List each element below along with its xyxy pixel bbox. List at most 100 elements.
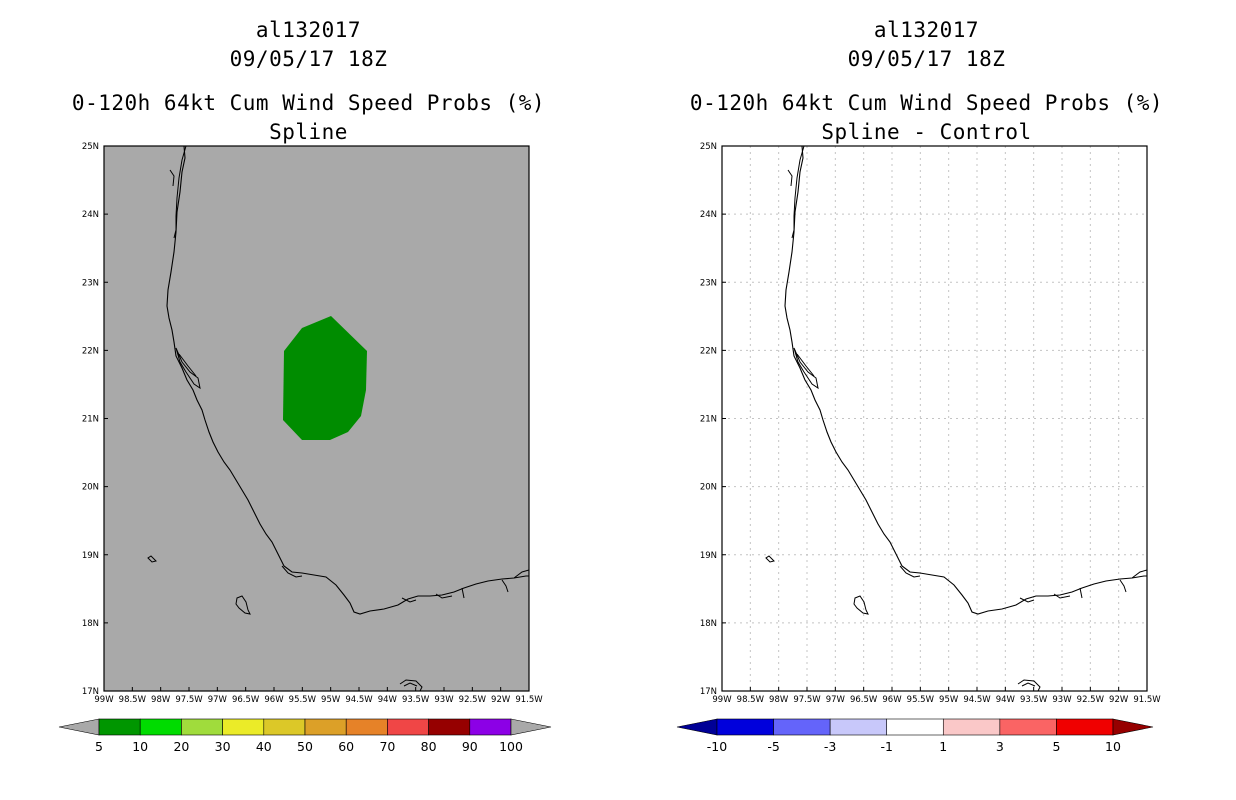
lon-label: 96W — [882, 695, 902, 705]
colorbar-swatch — [942, 718, 1001, 736]
colorbar-swatch — [999, 718, 1057, 736]
right-title-block: al132017 09/05/17 18Z — [724, 16, 1129, 74]
lat-label: 20N — [700, 483, 717, 493]
colorbar-swatch — [1056, 718, 1114, 736]
colorbar-left-arrow — [676, 718, 718, 736]
lon-label: 94W — [996, 695, 1016, 705]
right-lat-labels: 25N 24N 23N 22N 21N 20N 19N 18N 17N — [700, 142, 717, 697]
right-axis-ticks — [721, 145, 1148, 692]
right-product-block: 0-120h 64kt Cum Wind Speed Probs (%) Spl… — [674, 89, 1179, 147]
lon-label: 93W — [1052, 695, 1072, 705]
lon-label: 94.5W — [345, 695, 373, 705]
lat-label: 21N — [82, 415, 99, 425]
lon-label: 98.5W — [737, 695, 765, 705]
right-datetime: 09/05/17 18Z — [847, 47, 1006, 71]
colorbar-swatch — [345, 718, 388, 736]
lat-label: 24N — [700, 210, 717, 220]
colorbar-tick-label: 3 — [996, 739, 1004, 754]
colorbar-swatch — [716, 718, 774, 736]
colorbar-tick-label: 5 — [1052, 739, 1060, 754]
lon-label: 93.5W — [1020, 695, 1048, 705]
lon-label: 96W — [264, 695, 284, 705]
lon-label: 99W — [94, 695, 114, 705]
colorbar-right-arrow — [510, 718, 552, 736]
colorbar-tick-label: 1 — [939, 739, 947, 754]
lon-label: 93W — [434, 695, 454, 705]
lon-label: 91.5W — [515, 695, 543, 705]
colorbar-swatch — [181, 718, 223, 736]
lon-label: 95W — [321, 695, 341, 705]
lon-label: 92.5W — [459, 695, 487, 705]
colorbar-tick-label: 100 — [499, 739, 523, 754]
lon-label: 91.5W — [1133, 695, 1161, 705]
lat-label: 21N — [700, 415, 717, 425]
lat-label: 17N — [700, 687, 717, 697]
left-datetime: 09/05/17 18Z — [229, 47, 388, 71]
lat-label: 22N — [82, 346, 99, 356]
colorbar-tick-label: 10 — [132, 739, 148, 754]
colorbar-tick-label: 90 — [462, 739, 478, 754]
colorbar-tick-label: 10 — [1105, 739, 1121, 754]
right-subtitle: Spline - Control — [821, 120, 1032, 144]
lon-label: 97W — [826, 695, 846, 705]
colorbar-swatch — [222, 718, 265, 736]
left-lon-labels: 99W 98.5W 98W 97.5W 97W 96.5W 96W 95.5W 95W 94.5W… — [94, 695, 543, 705]
colorbar-tick-label: -10 — [707, 739, 727, 754]
left-product-title: 0-120h 64kt Cum Wind Speed Probs (%) — [71, 91, 546, 115]
lat-label: 19N — [82, 551, 99, 561]
colorbar-swatch — [886, 718, 944, 736]
colorbar-swatch — [773, 718, 831, 736]
colorbar-tick-label: 70 — [379, 739, 395, 754]
lon-label: 94.5W — [963, 695, 991, 705]
lon-label: 96.5W — [850, 695, 878, 705]
colorbar-tick-label: -3 — [824, 739, 836, 754]
lon-label: 92W — [491, 695, 511, 705]
colorbar-swatch — [387, 718, 429, 736]
lon-label: 92W — [1109, 695, 1129, 705]
lon-label: 96.5W — [232, 695, 260, 705]
colorbar-swatch — [829, 718, 888, 736]
colorbar-tick-label: 5 — [95, 739, 103, 754]
left-subtitle: Spline — [269, 120, 348, 144]
colorbar-tick-label: 80 — [421, 739, 437, 754]
probability-contour-5-10 — [283, 316, 367, 440]
right-gridlines — [722, 146, 1147, 691]
lat-label: 24N — [82, 210, 99, 220]
left-colorbar: 5 10 20 30 40 50 60 70 80 90 100 — [58, 718, 552, 754]
lat-label: 23N — [82, 278, 99, 288]
lat-label: 20N — [82, 483, 99, 493]
left-storm-id: al132017 — [255, 18, 362, 42]
colorbar-swatch — [304, 718, 347, 736]
lon-label: 92.5W — [1077, 695, 1105, 705]
colorbar-tick-label: -1 — [880, 739, 892, 754]
lat-label: 23N — [700, 278, 717, 288]
left-product-block: 0-120h 64kt Cum Wind Speed Probs (%) Spl… — [56, 89, 561, 147]
colorbar-right-arrow — [1112, 718, 1154, 736]
lon-label: 97.5W — [793, 695, 821, 705]
right-colorbar: -10 -5 -3 -1 1 3 5 10 — [676, 718, 1154, 754]
lat-label: 17N — [82, 687, 99, 697]
lon-label: 98W — [769, 695, 789, 705]
lon-label: 95W — [939, 695, 959, 705]
colorbar-tick-label: -5 — [767, 739, 779, 754]
lat-label: 19N — [700, 551, 717, 561]
colorbar-tick-label: 30 — [215, 739, 231, 754]
colorbar-swatch — [139, 718, 182, 736]
right-storm-id: al132017 — [873, 18, 980, 42]
lat-label: 18N — [82, 619, 99, 629]
lon-label: 95.5W — [289, 695, 317, 705]
lon-label: 97.5W — [175, 695, 203, 705]
lon-label: 98.5W — [119, 695, 147, 705]
colorbar-swatch — [428, 718, 471, 736]
colorbar-tick-label: 40 — [256, 739, 272, 754]
lon-label: 98W — [151, 695, 171, 705]
lat-label: 18N — [700, 619, 717, 629]
colorbar-swatch — [469, 718, 512, 736]
right-product-title: 0-120h 64kt Cum Wind Speed Probs (%) — [689, 91, 1164, 115]
colorbar-tick-label: 60 — [338, 739, 354, 754]
lat-label: 22N — [700, 346, 717, 356]
colorbar-swatch — [98, 718, 141, 736]
